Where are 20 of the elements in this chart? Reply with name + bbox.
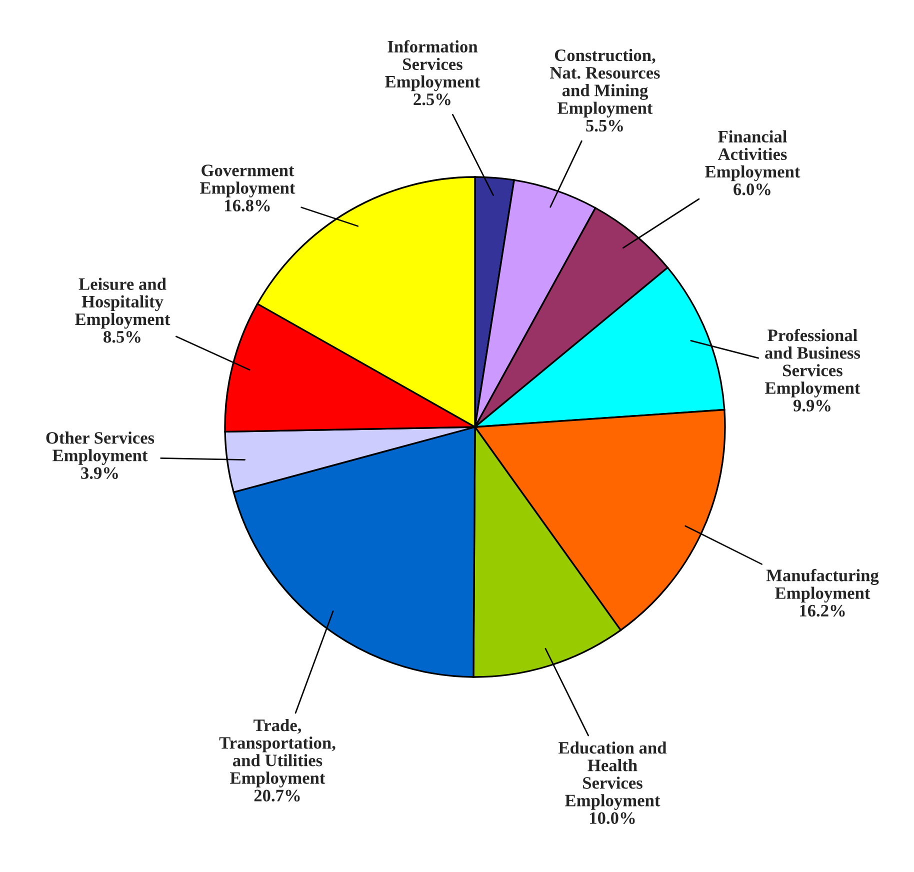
data-label: 8.5% bbox=[104, 331, 140, 343]
data-label: 2.5% bbox=[414, 93, 450, 106]
data-label: 20.7% bbox=[254, 790, 300, 802]
slice-label: Construction, Nat. Resources and Mining Employment bbox=[550, 48, 660, 118]
slice-label: Information Services Employment bbox=[385, 40, 480, 92]
data-label: 16.8% bbox=[225, 200, 270, 212]
slice-label: Professional and Business Services Employment bbox=[765, 328, 860, 398]
data-label: 6.0% bbox=[734, 183, 770, 196]
slice-label: Trade, Transportation, and Utilities Employment bbox=[219, 719, 336, 788]
slice-label: Government Employment bbox=[200, 164, 296, 198]
data-label: 3.9% bbox=[81, 467, 118, 479]
data-label: 9.9% bbox=[793, 400, 830, 412]
slice-label: Other Services Employment bbox=[46, 432, 154, 465]
data-label: 10.0% bbox=[590, 812, 635, 824]
slice-label: Education and Health Services Employment bbox=[558, 742, 667, 810]
slice-label: Manufacturing Employment bbox=[766, 568, 879, 603]
slice-label: Leisure and Hospitality Employment bbox=[75, 278, 170, 329]
data-label: 5.5% bbox=[586, 120, 623, 132]
slice-label: Financial Activities Employment bbox=[705, 130, 800, 182]
data-label: 16.2% bbox=[800, 604, 845, 617]
